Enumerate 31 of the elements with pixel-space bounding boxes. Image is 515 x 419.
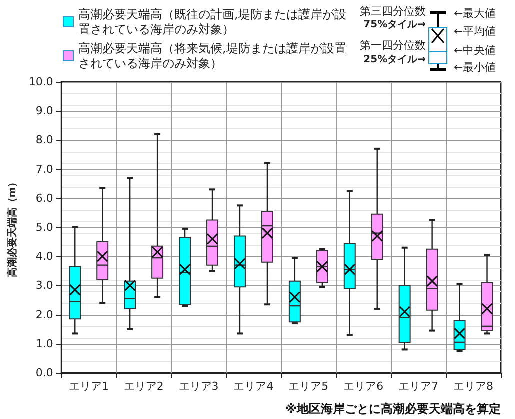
- y-tick-label: 2.0: [36, 308, 54, 322]
- text: 25%タイル→: [364, 54, 426, 66]
- x-tick-label: エリア8: [454, 380, 494, 393]
- x-tick-label: エリア4: [234, 380, 274, 393]
- x-tick-label: エリア1: [68, 380, 109, 393]
- x-tick-label: エリア7: [398, 380, 439, 393]
- text: ←平均値: [454, 25, 496, 38]
- text: ←最小値: [454, 61, 496, 74]
- y-tick-label: 9.0: [36, 104, 54, 118]
- y-tick-label: 8.0: [36, 134, 54, 147]
- legend-label: 高潮必要天端高（既往の計画,堤防または護岸が設置されている海岸のみ対象）: [78, 8, 346, 36]
- y-axis-title: 高潮必要天端高（m）: [6, 177, 18, 278]
- x-tick-label: エリア6: [344, 380, 384, 393]
- text: ←中央値: [454, 44, 496, 57]
- text: 75%タイル→: [364, 20, 426, 30]
- y-tick-label: 1.0: [36, 337, 54, 350]
- text: ←最大値: [454, 7, 496, 20]
- legend-label: 高潮必要天端高（将来気候,堤防または護岸が設置されている海岸のみ対象）: [78, 42, 346, 70]
- y-tick-label: 3.0: [36, 279, 54, 292]
- x-tick-label: エリア2: [124, 380, 164, 393]
- text: 第一四分位数: [360, 39, 426, 52]
- y-tick-label: 10.0: [28, 76, 54, 88]
- x-tick-label: エリア3: [178, 380, 219, 393]
- y-tick-label: 0.0: [36, 366, 54, 380]
- y-tick-label: 7.0: [36, 162, 54, 176]
- y-tick-label: 4.0: [36, 250, 54, 264]
- y-tick-label: 6.0: [36, 192, 54, 205]
- text: 第三四分位数: [360, 5, 426, 18]
- x-tick-label: エリア5: [288, 380, 329, 393]
- y-tick-label: 5.0: [36, 221, 54, 234]
- text: ※地区海岸ごとに高潮必要天端高を算定: [285, 402, 502, 416]
